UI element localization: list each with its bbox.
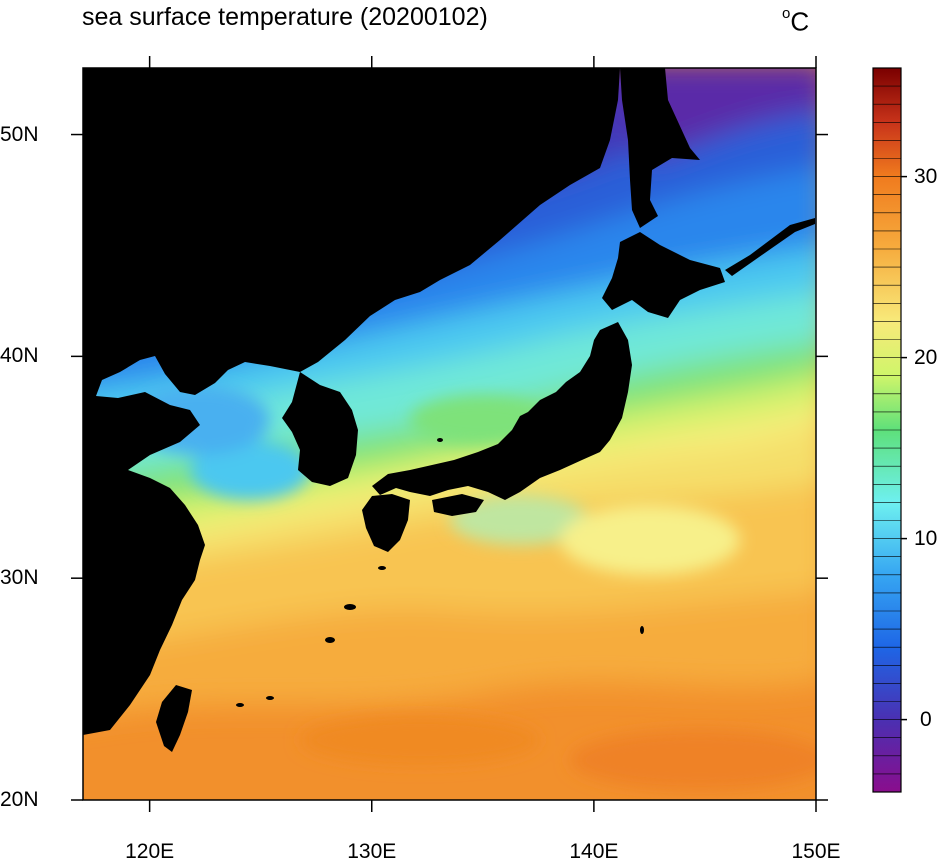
colorbar-tick-label: 10 [914, 526, 938, 550]
colorbar-tick-label: 20 [914, 345, 938, 369]
lat-ticks [71, 133, 828, 801]
colorbar-tick-label: 30 [914, 164, 938, 188]
lon-tick-label: 120E [125, 840, 175, 863]
colorbar [872, 67, 907, 793]
lat-tick-label: 40N [0, 344, 39, 368]
sst-field [83, 68, 816, 800]
units-label: oC [782, 5, 810, 37]
colorbar-tick-label: 0 [920, 707, 932, 731]
lon-tick-label: 140E [569, 840, 619, 863]
lat-tick-label: 30N [0, 566, 39, 590]
lat-tick-label: 20N [0, 788, 39, 811]
land [83, 68, 815, 752]
lon-tick-label: 130E [347, 840, 397, 863]
lat-tick-label: 50N [0, 122, 39, 146]
map-title: sea surface temperature (20200102) [82, 3, 488, 31]
colorbar-frame [872, 67, 902, 793]
plot-frame [82, 67, 817, 801]
lon-ticks [148, 56, 817, 812]
lon-tick-label: 150E [791, 840, 841, 863]
